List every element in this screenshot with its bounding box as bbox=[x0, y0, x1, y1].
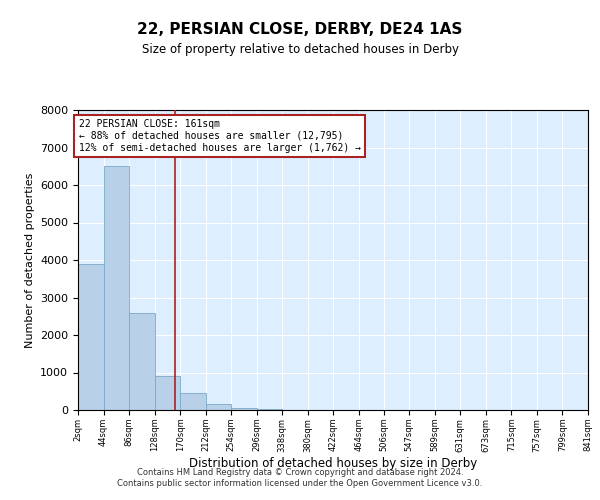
Bar bbox=[206, 404, 231, 410]
Bar bbox=[104, 166, 129, 410]
Bar bbox=[231, 408, 257, 410]
Bar bbox=[129, 312, 155, 410]
Text: Contains HM Land Registry data © Crown copyright and database right 2024.
Contai: Contains HM Land Registry data © Crown c… bbox=[118, 468, 482, 487]
Y-axis label: Number of detached properties: Number of detached properties bbox=[25, 172, 35, 348]
Text: 22 PERSIAN CLOSE: 161sqm
← 88% of detached houses are smaller (12,795)
12% of se: 22 PERSIAN CLOSE: 161sqm ← 88% of detach… bbox=[79, 120, 361, 152]
Bar bbox=[155, 376, 180, 410]
X-axis label: Distribution of detached houses by size in Derby: Distribution of detached houses by size … bbox=[189, 457, 477, 470]
Text: Size of property relative to detached houses in Derby: Size of property relative to detached ho… bbox=[142, 42, 458, 56]
Bar bbox=[257, 409, 282, 410]
Bar bbox=[180, 393, 206, 410]
Bar bbox=[78, 264, 104, 410]
Text: 22, PERSIAN CLOSE, DERBY, DE24 1AS: 22, PERSIAN CLOSE, DERBY, DE24 1AS bbox=[137, 22, 463, 38]
